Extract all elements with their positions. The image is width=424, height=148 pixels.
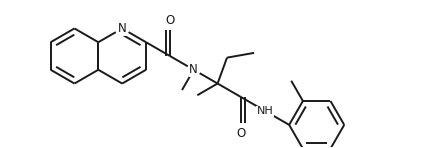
Text: NH: NH [257,106,273,116]
Text: N: N [190,63,198,76]
Text: O: O [237,127,246,140]
Text: O: O [165,14,175,27]
Text: N: N [118,22,126,35]
